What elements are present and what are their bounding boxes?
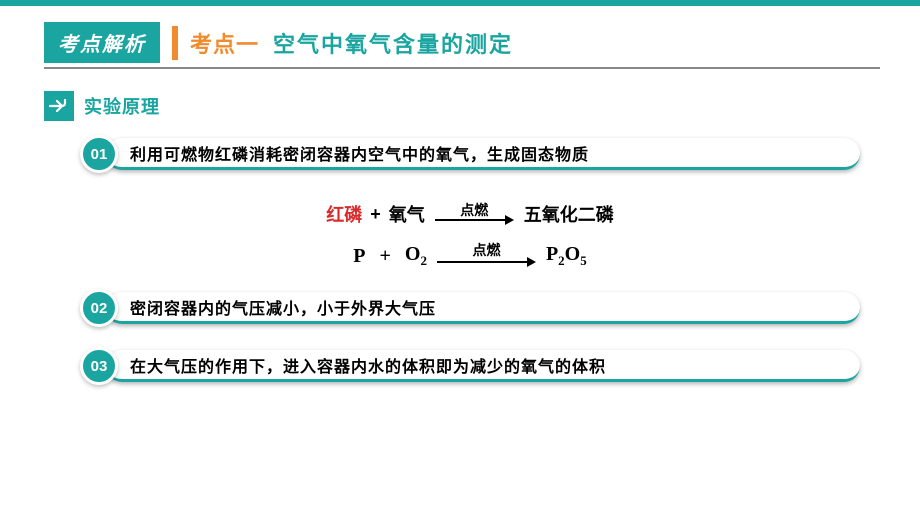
header-subtitle: 空气中氧气含量的测定 [273, 27, 513, 59]
point-bar-01: 利用可燃物红磷消耗密闭容器内空气中的氧气，生成固态物质 [106, 138, 860, 170]
header-badge: 考点解析 [44, 22, 160, 63]
section-title-row: 实验原理 [44, 91, 920, 121]
section-title: 实验原理 [84, 93, 160, 119]
point-02: 02 密闭容器内的气压减小，小于外界大气压 [80, 289, 860, 327]
header-accent-bar [172, 26, 178, 60]
eq-reactant-red: 红磷 [326, 201, 362, 227]
symbol-equation: P + O2 点燃 P2O5 [353, 243, 586, 269]
point-bar-02: 密闭容器内的气压减小，小于外界大气压 [106, 292, 860, 324]
point-03: 03 在大气压的作用下，进入容器内水的体积即为减少的氧气的体积 [80, 347, 860, 385]
header: 考点解析 考点一 空气中氧气含量的测定 [44, 22, 920, 63]
equations-block: 红磷 + 氧气 点燃 五氧化二磷 P + O2 点燃 P2O5 [80, 193, 860, 277]
content-area: 01 利用可燃物红磷消耗密闭容器内空气中的氧气，生成固态物质 红磷 + 氧气 点… [80, 135, 860, 385]
eq-P2O5: P2O5 [546, 243, 587, 269]
header-topic: 考点一 [190, 27, 259, 59]
eq-plus: + [370, 204, 381, 225]
point-badge-03: 03 [80, 347, 118, 385]
eq-plus-2: + [379, 245, 390, 268]
reaction-arrow-1: 点燃 [435, 203, 514, 225]
eq-product: 五氧化二磷 [524, 201, 614, 227]
reaction-arrow-2: 点燃 [437, 245, 536, 267]
point-01: 01 利用可燃物红磷消耗密闭容器内空气中的氧气，生成固态物质 [80, 135, 860, 173]
point-bar-03: 在大气压的作用下，进入容器内水的体积即为减少的氧气的体积 [106, 350, 860, 382]
point-text-02: 密闭容器内的气压减小，小于外界大气压 [130, 295, 436, 319]
eq-P: P [353, 245, 365, 268]
point-text-01: 利用可燃物红磷消耗密闭容器内空气中的氧气，生成固态物质 [130, 141, 589, 165]
header-underline [44, 67, 880, 69]
word-equation: 红磷 + 氧气 点燃 五氧化二磷 [326, 201, 614, 227]
eq-oxygen: 氧气 [389, 201, 425, 227]
point-text-03: 在大气压的作用下，进入容器内水的体积即为减少的氧气的体积 [130, 353, 606, 377]
arrow-icon [44, 91, 74, 121]
eq-O2: O2 [405, 243, 427, 269]
top-accent-bar [0, 0, 920, 6]
point-badge-02: 02 [80, 289, 118, 327]
point-badge-01: 01 [80, 135, 118, 173]
